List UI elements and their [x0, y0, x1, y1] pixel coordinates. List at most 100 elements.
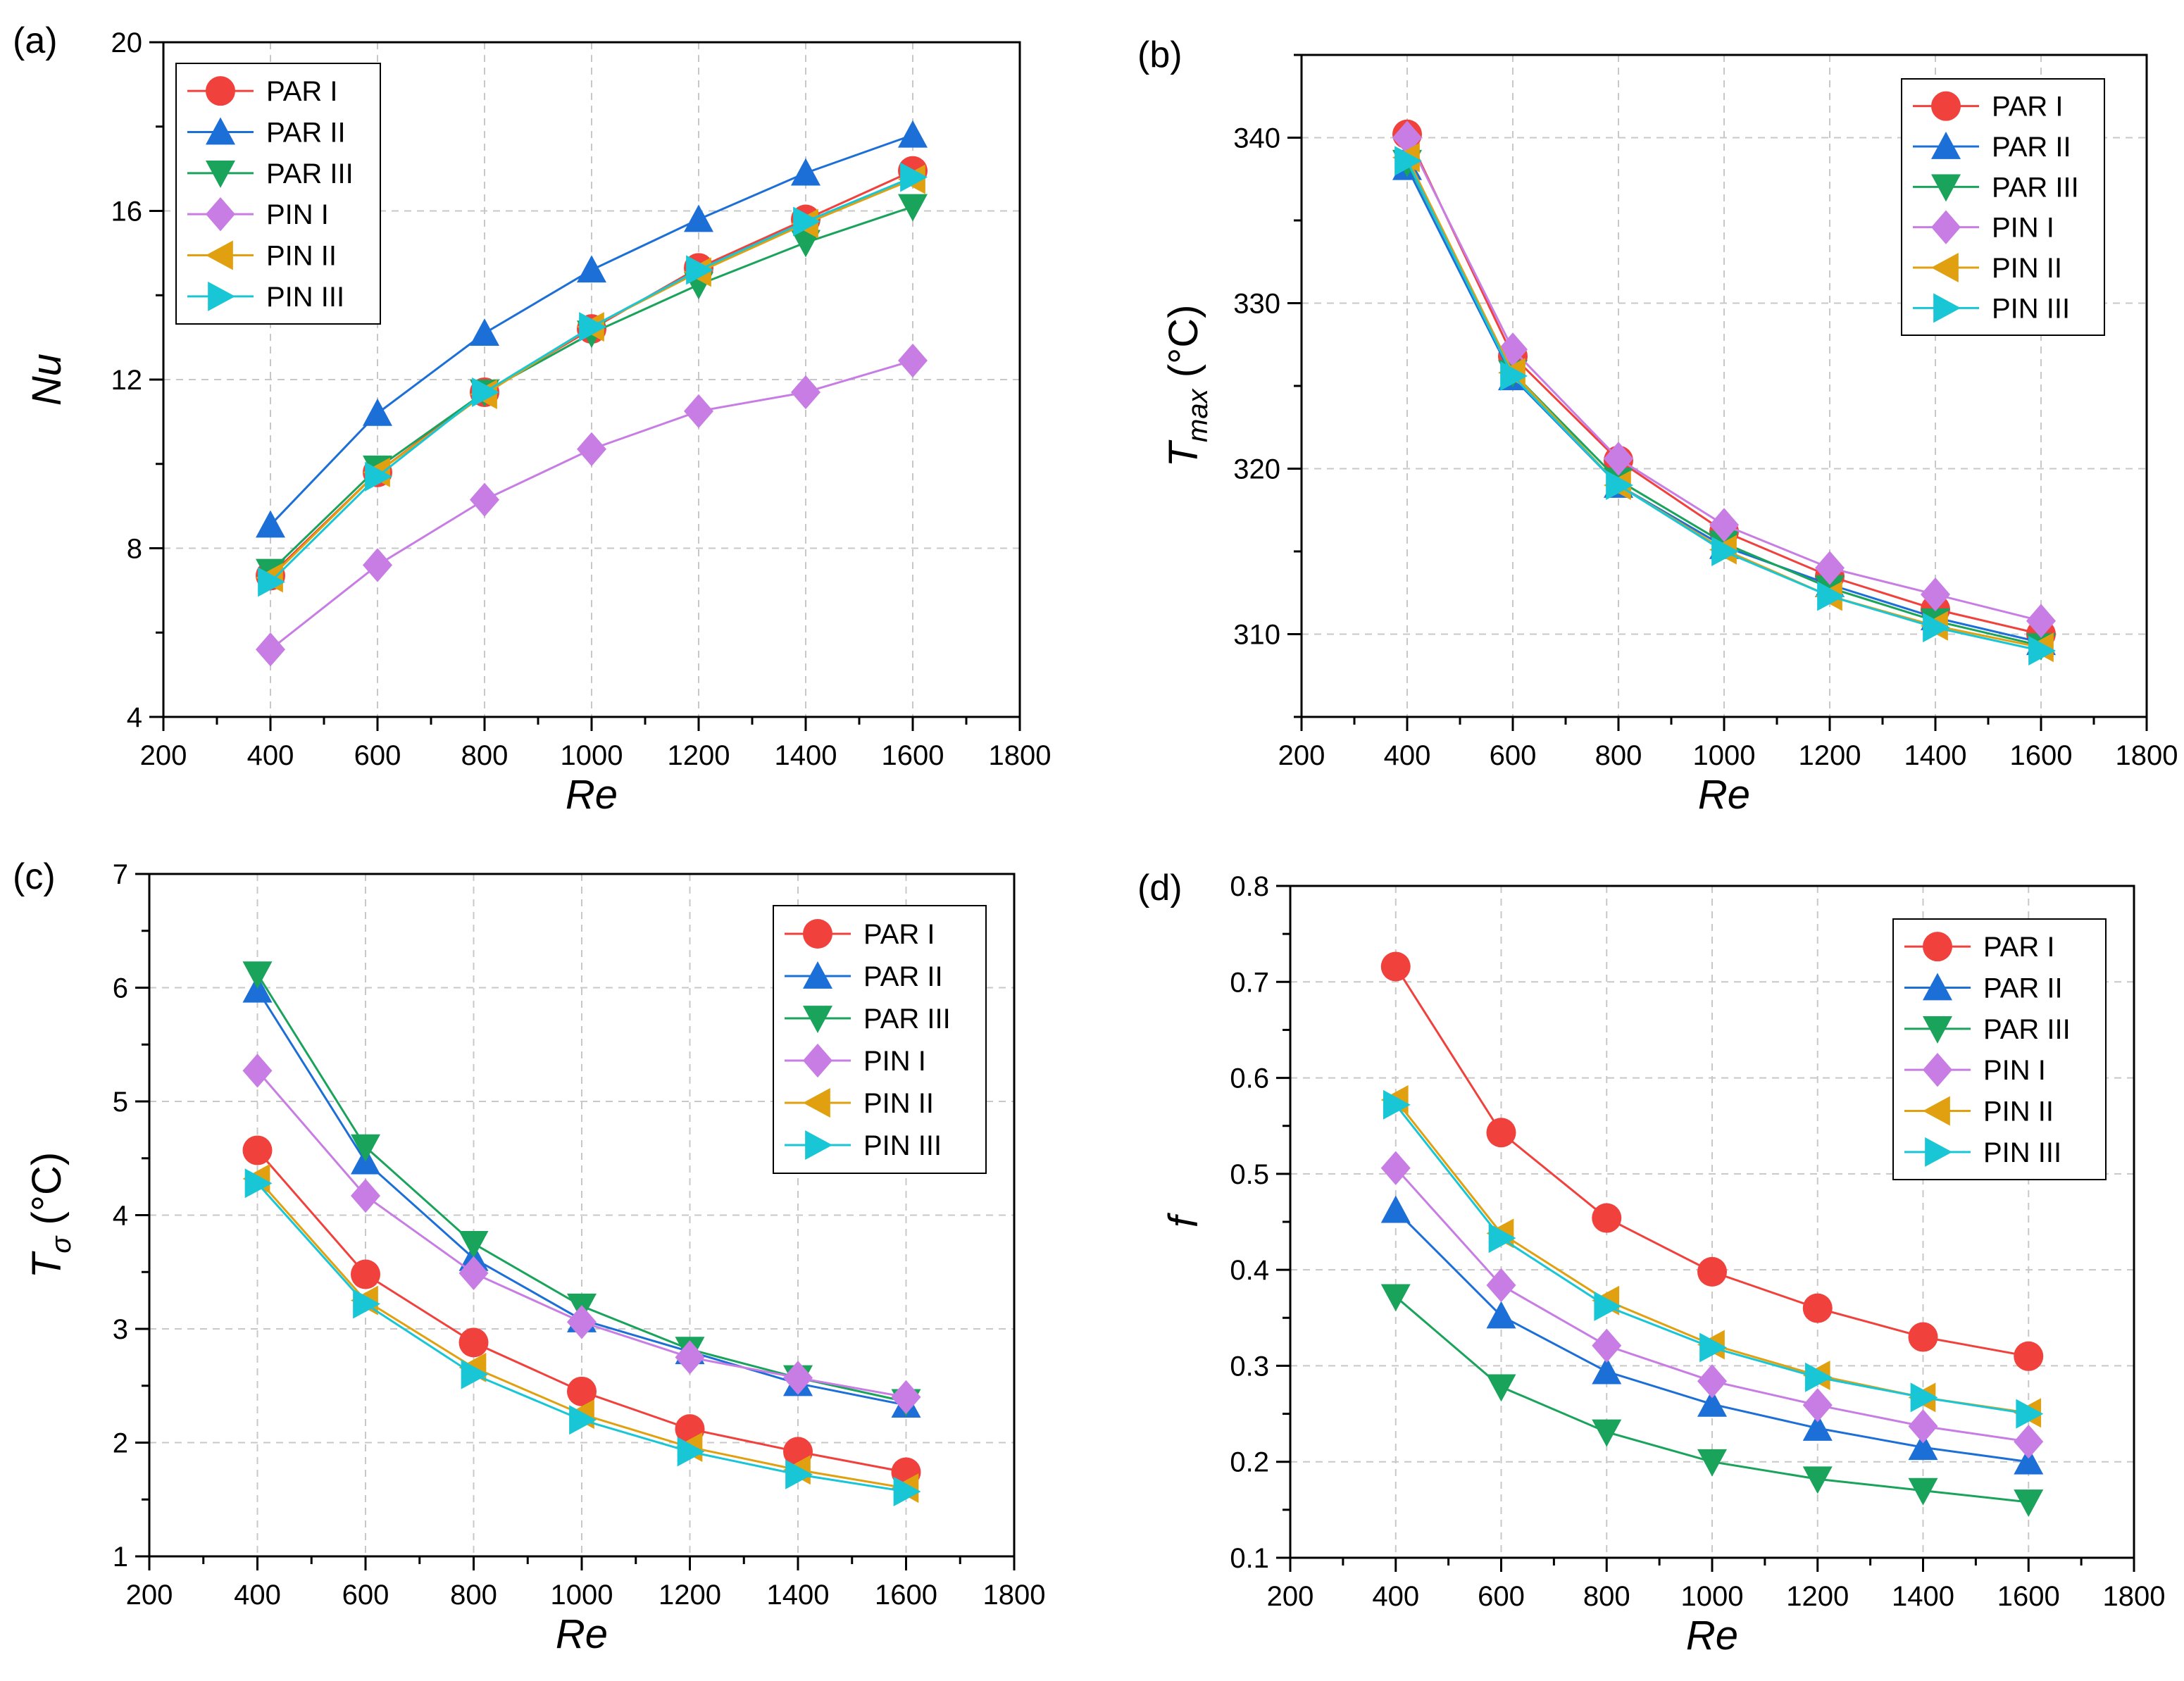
y-axis-title-main: T	[1161, 439, 1206, 467]
data-point	[1923, 613, 1950, 643]
legend-marker	[803, 919, 832, 949]
legend-label: PIN II	[1983, 1096, 2054, 1127]
y-tick-label: 2	[113, 1428, 128, 1459]
y-tick-label: 0.6	[1230, 1063, 1269, 1094]
legend-marker	[1931, 253, 1959, 282]
legend-marker	[206, 160, 235, 188]
data-point	[577, 255, 606, 283]
data-point	[567, 1305, 597, 1339]
x-tick-label: 1800	[2103, 1581, 2166, 1612]
x-tick-label: 200	[1267, 1581, 1314, 1612]
legend-box	[1901, 78, 2105, 336]
data-point	[793, 206, 820, 237]
data-point	[1697, 1389, 1727, 1417]
x-tick-label: 400	[1384, 740, 1431, 771]
series-pin-i	[1380, 1151, 2044, 1459]
data-point	[1486, 1268, 1516, 1303]
chart-panel: 200 400 600 800 1000 1200 1400 1600 1800 310 320 33…	[1137, 35, 2178, 818]
legend-label: PAR I	[266, 76, 338, 107]
data-point	[363, 548, 392, 582]
x-tick-label: 1400	[775, 740, 837, 771]
x-tick-label: 1600	[882, 740, 944, 771]
legend-marker	[206, 76, 235, 106]
data-point	[791, 375, 820, 410]
data-point	[791, 230, 820, 258]
series-pin-i	[242, 1054, 921, 1415]
x-tick-label: 1000	[1693, 740, 1756, 771]
data-point	[783, 1361, 813, 1395]
legend-label: PAR II	[1992, 132, 2071, 163]
data-point	[898, 120, 928, 148]
data-point	[1592, 1419, 1622, 1447]
series-pin-iii	[1394, 146, 2056, 665]
series-pin-iii	[258, 162, 928, 597]
data-point	[472, 377, 499, 407]
data-point	[242, 1054, 273, 1088]
legend-label: PIN III	[1992, 293, 2070, 324]
y-axis-title-unit: (°C)	[1161, 305, 1206, 389]
x-tick-label: 1400	[1904, 740, 1967, 771]
data-point	[898, 343, 928, 378]
data-point	[1488, 1223, 1516, 1254]
x-tick-label: 800	[461, 740, 508, 771]
chart-panel: 200 400 600 800 1000 1200 1400 1600 1800 4 8 12 16 20…	[13, 20, 1051, 818]
series-pin-iii	[244, 1168, 921, 1506]
y-tick-label: 12	[111, 365, 143, 396]
x-tick-label: 1600	[875, 1580, 937, 1611]
legend-box	[175, 63, 381, 325]
data-point	[1802, 1388, 1833, 1423]
legend: PAR I PAR II PAR III PIN I PIN II PIN III	[773, 905, 987, 1174]
y-tick-label: 0.8	[1230, 871, 1269, 902]
y-tick-label: 0.3	[1230, 1351, 1269, 1382]
x-tick-label: 800	[450, 1580, 497, 1611]
data-point	[1699, 1332, 1727, 1363]
x-tick-label: 1600	[2010, 740, 2073, 771]
legend-label: PIN I	[1983, 1055, 2046, 1086]
y-tick-label: 0.7	[1230, 967, 1269, 998]
data-point	[1592, 1203, 1622, 1233]
chart-panel: 200 400 600 800 1000 1200 1400 1600 1800 0.1 0.2 0.…	[1137, 868, 2165, 1658]
data-point	[365, 461, 392, 492]
legend-marker	[803, 1088, 830, 1118]
series-par-i	[1380, 951, 2044, 1371]
data-point	[567, 1376, 597, 1406]
legend-marker	[1931, 210, 1961, 244]
legend-label: PAR III	[266, 158, 354, 189]
data-point	[1802, 1293, 1833, 1323]
legend-label: PAR I	[1992, 92, 2064, 123]
data-point	[686, 255, 713, 285]
data-point	[351, 1134, 380, 1162]
y-tick-label: 0.2	[1230, 1447, 1269, 1478]
legend-marker	[1931, 174, 1961, 202]
data-point	[1486, 1374, 1516, 1402]
x-tick-label: 600	[354, 740, 401, 771]
y-tick-label: 16	[111, 196, 143, 227]
data-point	[1921, 577, 1950, 612]
data-point	[677, 1437, 705, 1467]
y-tick-label: 8	[127, 534, 142, 565]
x-axis-title: Re	[1698, 772, 1750, 818]
legend-marker	[1931, 132, 1961, 159]
legend-label: PAR III	[1992, 172, 2079, 203]
y-tick-label: 0.4	[1230, 1255, 1269, 1286]
y-tick-label: 310	[1233, 620, 1280, 651]
data-point	[1592, 1356, 1622, 1385]
legend-marker	[1931, 91, 1961, 121]
series-pin-i	[1392, 120, 2056, 638]
data-point	[900, 162, 928, 192]
data-point	[1606, 470, 1633, 500]
data-point	[1817, 581, 1845, 611]
data-point	[2014, 1446, 2044, 1475]
legend-marker	[805, 1130, 832, 1160]
data-point	[2014, 1489, 2044, 1517]
legend-marker	[208, 281, 235, 311]
y-tick-label: 340	[1233, 123, 1280, 154]
data-point	[351, 1259, 380, 1289]
data-point	[785, 1459, 813, 1489]
y-axis-title: Tmax (°C)	[1161, 305, 1213, 468]
data-point	[1486, 1301, 1516, 1329]
y-tick-label: 4	[127, 702, 142, 733]
y-axis-title-main: T	[24, 1251, 70, 1278]
data-point	[577, 432, 606, 466]
x-tick-label: 1000	[551, 1580, 613, 1611]
